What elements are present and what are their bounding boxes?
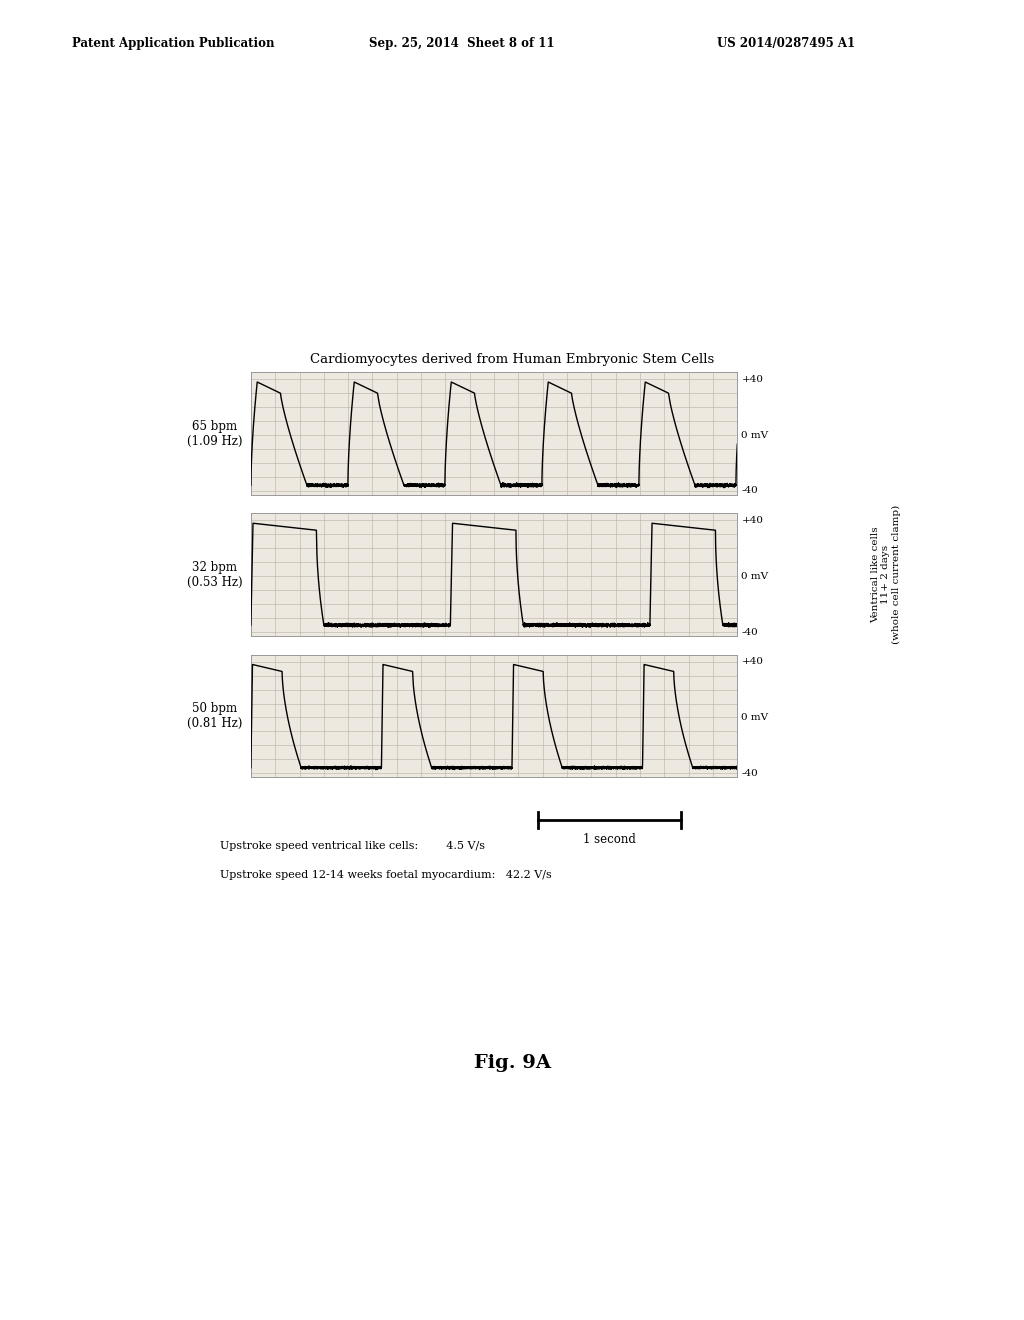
Text: -40: -40: [741, 768, 758, 777]
Text: Cardiomyocytes derived from Human Embryonic Stem Cells: Cardiomyocytes derived from Human Embryo…: [310, 352, 714, 366]
Text: Fig. 9A: Fig. 9A: [473, 1053, 551, 1072]
Text: 50 bpm
(0.81 Hz): 50 bpm (0.81 Hz): [187, 702, 243, 730]
Text: US 2014/0287495 A1: US 2014/0287495 A1: [717, 37, 855, 50]
Text: -40: -40: [741, 627, 758, 636]
Text: Sep. 25, 2014  Sheet 8 of 11: Sep. 25, 2014 Sheet 8 of 11: [369, 37, 554, 50]
Text: +40: +40: [741, 516, 763, 525]
Text: +40: +40: [741, 375, 763, 384]
Text: 1 second: 1 second: [583, 833, 636, 846]
Text: 0 mV: 0 mV: [741, 430, 768, 440]
Text: 32 bpm
(0.53 Hz): 32 bpm (0.53 Hz): [187, 561, 243, 589]
Text: Ventrical like cells
11+ 2 days
(whole cell current clamp): Ventrical like cells 11+ 2 days (whole c…: [870, 506, 901, 644]
Text: 65 bpm
(1.09 Hz): 65 bpm (1.09 Hz): [187, 420, 243, 447]
Text: 0 mV: 0 mV: [741, 572, 768, 581]
Text: -40: -40: [741, 486, 758, 495]
Text: Upstroke speed ventrical like cells:        4.5 V/s: Upstroke speed ventrical like cells: 4.5…: [220, 841, 485, 851]
Text: 0 mV: 0 mV: [741, 713, 768, 722]
Text: Patent Application Publication: Patent Application Publication: [72, 37, 274, 50]
Text: +40: +40: [741, 657, 763, 667]
Text: Upstroke speed 12-14 weeks foetal myocardium:   42.2 V/s: Upstroke speed 12-14 weeks foetal myocar…: [220, 870, 552, 880]
